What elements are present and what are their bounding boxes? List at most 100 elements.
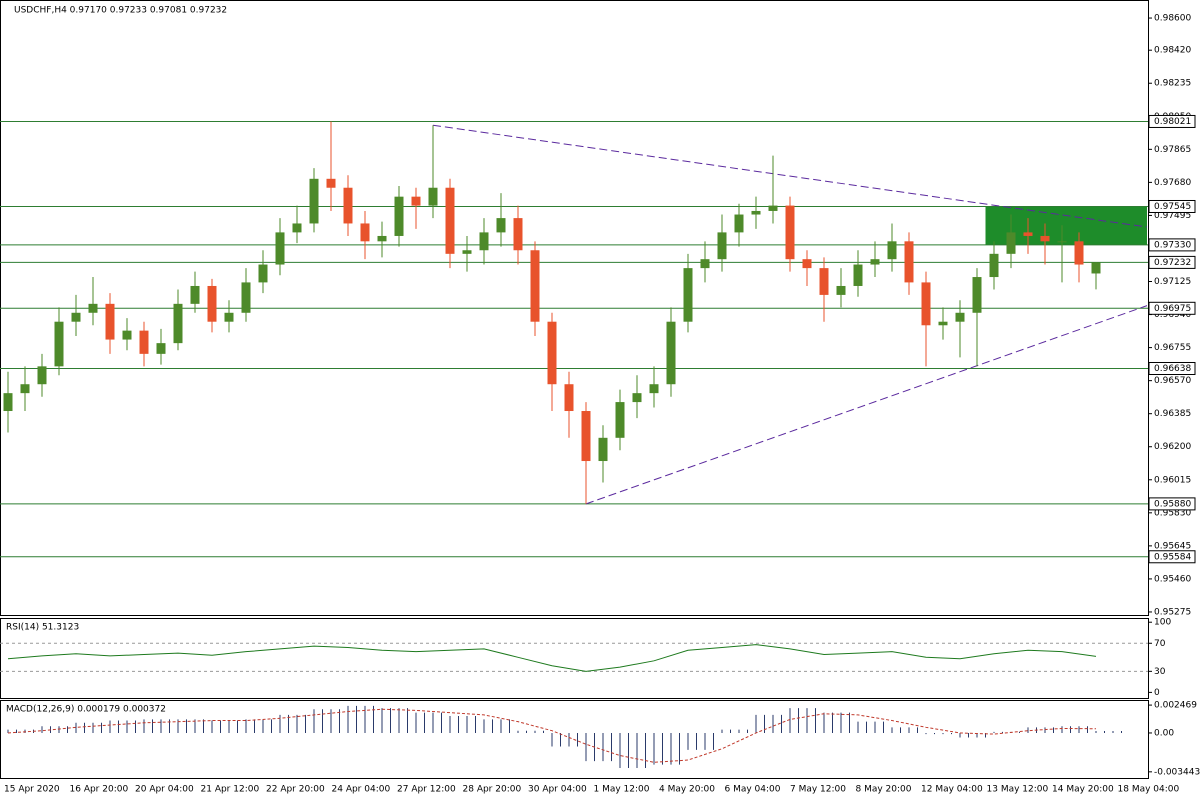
x-tick-label: 1 May 12:00 [594,785,650,795]
candle-body [700,259,710,269]
y-tick-label: 0.002469 [1154,701,1197,711]
candle-body [190,285,200,304]
candle-body [802,259,812,269]
candle-body [462,250,472,254]
level-label-box [1148,238,1196,252]
y-tick-label: 0.96015 [1154,475,1191,485]
candle-body [71,312,81,322]
level-label-box [1148,550,1196,564]
trendline [585,305,1148,505]
candle-body [105,303,115,340]
level-label: 0.95880 [1154,499,1191,509]
y-tick-label: 0.98420 [1154,46,1191,56]
candle-body [989,253,999,278]
candle-body [1057,241,1067,243]
candle-body [1040,235,1050,242]
y-tick-label: 0.97865 [1154,145,1191,155]
level-label-box [1148,497,1196,511]
x-tick-label: 24 Apr 04:00 [332,785,391,795]
candle-body [564,384,574,412]
rsi-title: RSI(14) 51.3123 [6,623,79,633]
candle-body [326,178,336,188]
level-label: 0.96638 [1154,364,1191,374]
candle-body [309,178,319,224]
x-tick-label: 4 May 20:00 [659,785,715,795]
candle-body [394,196,404,236]
y-tick-label: 0.96385 [1154,409,1191,419]
candle-body [241,282,251,313]
candle-body [496,218,506,233]
y-tick-label: 0.96570 [1154,376,1191,386]
x-tick-label: 21 Apr 12:00 [201,785,260,795]
x-tick-label: 30 Apr 04:00 [528,785,587,795]
candle-body [530,250,540,322]
y-tick-label: 0.97495 [1154,211,1191,221]
y-tick-label: 0.95830 [1154,508,1191,518]
level-label: 0.95584 [1154,552,1191,562]
candle-body [717,232,727,260]
candle-body [360,223,370,242]
candle-body [20,384,30,394]
level-label-box [1148,255,1196,269]
candle-body [3,393,13,412]
candle-body [428,187,438,206]
candle-body [547,321,557,385]
y-tick-label: 30 [1154,667,1166,677]
candle-body [768,205,778,211]
y-tick-label: -0.003443 [1154,767,1200,777]
y-tick-label: 0.00 [1154,728,1174,738]
y-tick-label: 0.95460 [1154,574,1191,584]
candle-body [972,277,982,313]
x-tick-label: 8 May 20:00 [856,785,912,795]
candle-body [1074,241,1084,265]
candle-body [615,402,625,438]
x-tick-label: 6 May 04:00 [725,785,781,795]
level-label-box [1148,361,1196,375]
rsi-line [7,644,1097,672]
level-label-box [1148,199,1196,213]
candle-body [904,241,914,283]
y-tick-label: 70 [1154,639,1166,649]
rsi-panel [0,618,1149,699]
candle-body [887,241,897,260]
candle-body [292,223,302,233]
y-tick-label: 0.96200 [1154,442,1191,452]
y-tick-label: 100 [1154,618,1171,628]
x-tick-label: 14 May 20:00 [1052,785,1114,795]
candle-body [1091,262,1101,274]
candle-body [37,366,47,385]
macd-panel [0,700,1149,779]
x-tick-label: 18 May 04:00 [1118,785,1180,795]
chart-title: USDCHF,H4 0.97170 0.97233 0.97081 0.9723… [14,6,227,16]
candle-body [734,214,744,233]
y-tick-label: 0.98600 [1154,14,1191,24]
candle-body [224,312,234,322]
candle-body [377,235,387,242]
x-tick-label: 16 Apr 20:00 [70,785,129,795]
candle-body [258,264,268,283]
level-label: 0.97232 [1154,258,1191,268]
candle-body [156,343,166,354]
candle-body [513,218,523,251]
candle-body [938,321,948,326]
candle-body [836,285,846,295]
x-tick-label: 27 Apr 12:00 [397,785,456,795]
candle-body [122,330,132,340]
candle-body [343,187,353,224]
y-tick-label: 0.95645 [1154,541,1191,551]
candle-body [598,437,608,462]
candle-body [207,285,217,322]
trendline [432,124,1148,228]
level-label-box [1148,301,1196,315]
x-tick-label: 15 Apr 2020 [4,785,60,795]
y-tick-label: 0.97125 [1154,277,1191,287]
candle-body [275,232,285,265]
level-label: 0.96975 [1154,304,1191,314]
candle-body [479,232,489,251]
candle-body [1023,232,1033,236]
x-tick-label: 22 Apr 20:00 [266,785,325,795]
level-label-box [1148,114,1196,128]
y-tick-label: 0.97680 [1154,178,1191,188]
y-tick-label: 0 [1154,688,1160,698]
